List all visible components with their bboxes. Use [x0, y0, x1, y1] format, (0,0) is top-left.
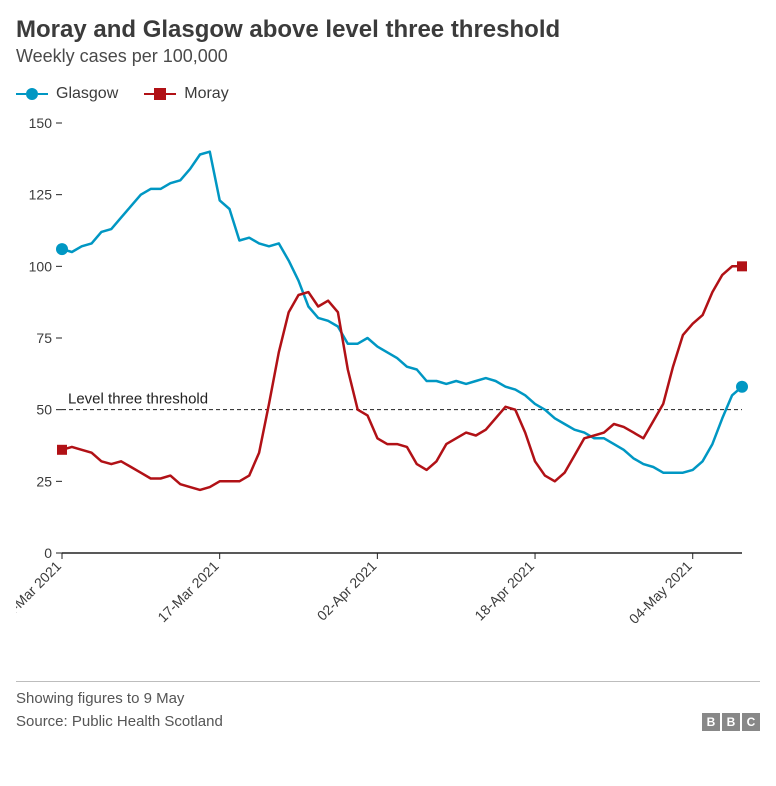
svg-text:125: 125 [29, 186, 53, 202]
x-tick-label: 02-Apr 2021 [314, 557, 380, 623]
legend-item-moray: Moray [144, 85, 228, 103]
source-prefix: Source: [16, 713, 72, 730]
x-tick-label: 04-May 2021 [626, 557, 695, 626]
bbc-b2: B [722, 713, 740, 731]
legend: Glasgow Moray [16, 85, 760, 103]
svg-text:100: 100 [29, 258, 53, 274]
svg-text:75: 75 [36, 330, 52, 346]
bbc-logo: B B C [702, 713, 760, 731]
source-text: Public Health Scotland [72, 713, 223, 730]
bbc-c: C [742, 713, 760, 731]
footnote: Showing figures to 9 May [16, 690, 760, 707]
svg-text:50: 50 [36, 401, 52, 417]
svg-text:150: 150 [29, 115, 53, 131]
source: Source: Public Health Scotland [16, 713, 223, 730]
legend-swatch-glasgow [16, 88, 48, 100]
legend-item-glasgow: Glasgow [16, 85, 118, 103]
x-tick-label: 18-Apr 2021 [471, 557, 537, 623]
x-tick-label: 17-Mar 2021 [154, 557, 222, 625]
series-moray [62, 266, 742, 490]
line-chart: 025507510012515001-Mar 202117-Mar 202102… [16, 113, 760, 673]
bbc-b1: B [702, 713, 720, 731]
svg-text:Level three threshold: Level three threshold [68, 390, 208, 407]
x-tick-label: 01-Mar 2021 [16, 557, 64, 625]
svg-text:25: 25 [36, 473, 52, 489]
legend-label-moray: Moray [184, 85, 228, 103]
series-glasgow [62, 151, 742, 472]
page-subtitle: Weekly cases per 100,000 [16, 46, 760, 67]
legend-swatch-moray [144, 88, 176, 100]
page-title: Moray and Glasgow above level three thre… [16, 16, 760, 44]
legend-label-glasgow: Glasgow [56, 85, 118, 103]
